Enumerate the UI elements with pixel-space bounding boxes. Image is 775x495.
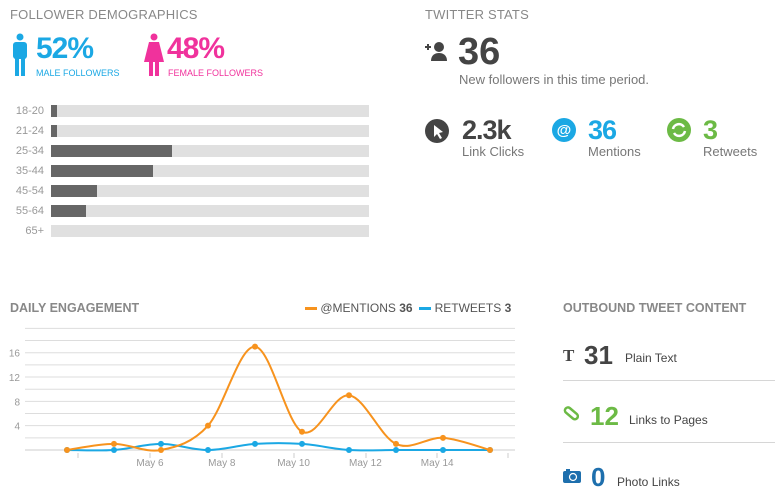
retweets-label: Retweets [703, 144, 758, 159]
age-bar-track [51, 105, 369, 117]
twitter-title: TWITTER STATS [425, 7, 529, 22]
link-clicks-label: Link Clicks [462, 144, 525, 159]
link-clicks-count: 2.3k [462, 115, 512, 145]
age-label: 18-20 [15, 105, 44, 117]
y-tick-label: 12 [9, 373, 21, 384]
divider [563, 442, 775, 443]
x-tick-label: May 14 [421, 458, 454, 469]
age-label: 21-24 [15, 125, 44, 137]
data-point [252, 440, 258, 447]
x-tick-label: May 12 [349, 458, 382, 469]
retweet-icon [667, 118, 691, 142]
x-tick-label: May 6 [136, 458, 164, 469]
data-point [111, 440, 117, 447]
new-followers-label: New followers in this time period. [459, 72, 650, 87]
data-point [252, 343, 258, 350]
age-bar-track [51, 185, 369, 197]
mentions-count: 36 [588, 115, 617, 145]
legend-retweets-total: 3 [504, 301, 512, 315]
x-tick-label: May 8 [208, 458, 236, 469]
age-label: 45-54 [15, 185, 44, 197]
x-tick-label: May 10 [277, 458, 310, 469]
data-point [393, 447, 399, 453]
data-point [487, 447, 493, 453]
engagement-chart: 4 8 12 16 May 6 May 8 May 10 May 12 May 14 [9, 327, 515, 469]
text-icon: T [563, 346, 575, 365]
legend-mentions-label: @MENTIONS [320, 301, 396, 315]
photo-links-label: Photo Links [617, 475, 680, 489]
outbound-title: OUTBOUND TWEET CONTENT [563, 301, 747, 315]
age-bar-fill [51, 185, 98, 197]
data-point [346, 447, 352, 453]
add-user-icon [425, 42, 447, 61]
data-point [64, 447, 70, 453]
data-point [158, 447, 164, 453]
male-percent: 52% [36, 32, 94, 65]
data-point [299, 428, 305, 435]
series-line [66, 442, 490, 452]
camera-icon [563, 469, 581, 483]
data-point [346, 392, 352, 399]
data-point [440, 447, 446, 453]
female-label: FEMALE FOLLOWERS [168, 68, 264, 78]
age-bar-fill [51, 125, 58, 137]
plain-text-count: 31 [584, 340, 613, 370]
age-bar-track [51, 145, 369, 157]
data-point [299, 440, 305, 447]
age-bar-track [51, 225, 369, 237]
new-followers-count: 36 [458, 31, 501, 73]
plain-text-label: Plain Text [625, 351, 677, 365]
male-icon [13, 33, 27, 76]
legend-retweets-swatch [419, 307, 432, 311]
legend-mentions-swatch [305, 307, 317, 311]
age-bar-fill [51, 105, 58, 117]
age-label: 65+ [25, 225, 44, 237]
age-bar-fill [51, 205, 86, 217]
links-count: 12 [590, 401, 619, 431]
female-percent: 48% [167, 32, 225, 65]
data-point [440, 434, 446, 441]
data-point [205, 422, 211, 429]
y-tick-label: 8 [14, 397, 20, 408]
data-point [205, 447, 211, 453]
y-tick-label: 16 [9, 349, 21, 360]
demographics-title: FOLLOWER DEMOGRAPHICS [10, 7, 198, 22]
chart-legend: @MENTIONS 36 RETWEETS 3 [305, 301, 511, 315]
age-bar-track [51, 165, 369, 177]
links-label: Links to Pages [629, 413, 708, 427]
divider [563, 380, 775, 381]
age-label: 35-44 [15, 165, 44, 177]
series-line [66, 345, 491, 452]
data-point [111, 447, 117, 453]
y-tick-label: 4 [14, 422, 20, 433]
male-label: MALE FOLLOWERS [36, 68, 120, 78]
data-point [393, 440, 399, 447]
age-label: 55-64 [15, 205, 44, 217]
data-point [158, 440, 164, 447]
at-sign-icon: @ [552, 118, 576, 142]
age-bar-track [51, 125, 369, 137]
mentions-label: Mentions [588, 144, 641, 159]
paperclip-icon [563, 406, 579, 421]
legend-mentions-total: 36 [399, 301, 413, 315]
engagement-title: DAILY ENGAGEMENT [10, 301, 140, 315]
legend-retweets-label: RETWEETS [434, 301, 502, 315]
age-label: 25-34 [15, 145, 44, 157]
age-bar-fill [51, 145, 172, 157]
svg-text:@: @ [557, 122, 572, 139]
age-bar-track [51, 205, 369, 217]
age-bar-fill [51, 165, 153, 177]
photo-links-count: 0 [591, 462, 606, 492]
retweets-count: 3 [703, 115, 718, 145]
cursor-icon [425, 119, 449, 143]
female-icon [144, 33, 164, 76]
